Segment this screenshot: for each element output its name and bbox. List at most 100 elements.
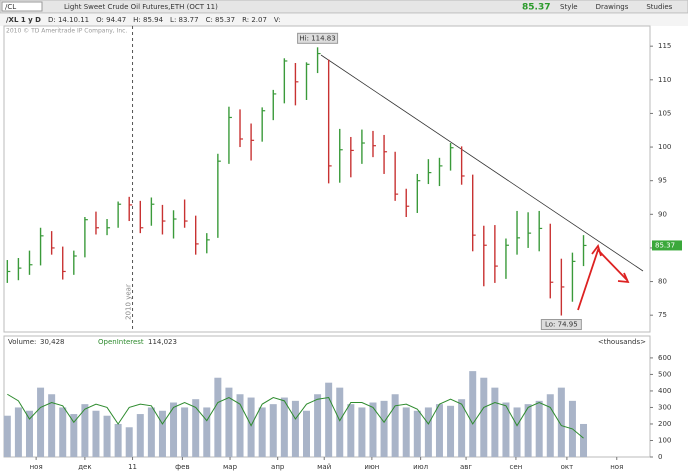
volume-bar <box>480 377 488 457</box>
last-price-label: 85.37 <box>655 241 675 249</box>
volume-bar <box>557 387 565 457</box>
toolbar-button[interactable]: Studies <box>646 3 672 11</box>
description: Light Sweet Crude Oil Futures,ETH (OCT 1… <box>64 3 218 11</box>
x-tick-label: сен <box>510 463 523 471</box>
annotation-box <box>297 32 339 44</box>
x-tick-label: апр <box>271 463 285 471</box>
y-tick-label: 100 <box>658 143 671 151</box>
y-tick-label: 75 <box>658 311 667 319</box>
x-tick-label: ноя <box>610 463 623 471</box>
volume-bar <box>214 377 222 457</box>
symbol: /CL <box>5 3 16 11</box>
symbol-box[interactable] <box>1 1 43 12</box>
legend-name: Volume: <box>8 338 36 346</box>
x-tick-label: мар <box>223 463 238 471</box>
volume-bar <box>458 399 466 457</box>
y-tick-label: 400 <box>658 387 671 395</box>
volume-bar <box>114 423 122 457</box>
volume-bar <box>125 427 133 457</box>
header-item: O: 94.47 <box>96 16 126 24</box>
volume-bar <box>147 407 155 457</box>
volume-bar <box>158 410 166 457</box>
x-tick-label: июл <box>413 463 428 471</box>
volume-bar <box>225 387 233 457</box>
header-bar <box>0 14 688 26</box>
volume-bar <box>369 402 377 457</box>
header-item: C: 85.37 <box>206 16 236 24</box>
x-tick-label: фев <box>175 463 189 471</box>
y-tick-label: 95 <box>658 177 667 185</box>
volume-bar <box>136 414 144 457</box>
volume-bar <box>424 407 432 457</box>
toolbar-button[interactable]: Style <box>560 3 578 11</box>
y-tick-label: 100 <box>658 436 671 444</box>
volume-bar <box>247 397 255 457</box>
units: <thousands> <box>598 338 646 346</box>
annotation: Hi: 114.83 <box>299 34 335 42</box>
x-tick-label: 11 <box>128 463 137 471</box>
x-tick-label: май <box>317 463 331 471</box>
volume-bar <box>81 404 89 457</box>
year-label: 2010 year <box>125 284 133 320</box>
volume-bar <box>269 404 277 457</box>
x-tick-label: ноя <box>30 463 43 471</box>
volume-bar <box>435 404 443 457</box>
volume-bar <box>170 402 178 457</box>
price-panel <box>3 25 651 333</box>
y-tick-label: 80 <box>658 278 667 286</box>
y-tick-label: 105 <box>658 109 671 117</box>
volume-bar <box>303 410 311 457</box>
volume-bar <box>580 423 588 457</box>
volume-bar <box>469 371 477 457</box>
volume-bar <box>513 407 521 457</box>
volume-bar <box>380 400 388 457</box>
annotation-box <box>540 319 582 331</box>
volume-bar <box>3 415 11 457</box>
last-price: 85.37 <box>522 3 550 13</box>
volume-bar <box>402 407 410 457</box>
toolbar <box>0 0 688 14</box>
volume-bar <box>25 410 33 457</box>
open-interest-line <box>7 393 584 439</box>
legend-value: 30,428 <box>40 338 65 346</box>
volume-bar <box>336 387 344 457</box>
volume-bar <box>37 387 45 457</box>
trend-line <box>320 54 644 272</box>
volume-bar <box>347 404 355 457</box>
volume-bar <box>181 407 189 457</box>
volume-bar <box>535 400 543 457</box>
volume-bar <box>502 402 510 457</box>
x-tick-label: окт <box>561 463 574 471</box>
arrows <box>577 244 630 311</box>
last-price-box <box>652 240 682 251</box>
header-item: D: 14.10.11 <box>48 16 89 24</box>
header-item: R: 2.07 <box>242 16 267 24</box>
legend-name: OpenInterest <box>98 338 144 346</box>
x-tick-label: дек <box>78 463 91 471</box>
volume-bar <box>358 407 366 457</box>
annotation: Lo: 74.95 <box>545 321 578 329</box>
volume-bar <box>258 407 266 457</box>
volume-bar <box>236 394 244 457</box>
volume-bar <box>48 394 56 457</box>
volume-bar <box>447 405 455 457</box>
y-tick-label: 500 <box>658 370 671 378</box>
header-item: /XL 1 y D <box>6 16 41 24</box>
y-tick-label: 115 <box>658 42 671 50</box>
volume-bar <box>325 382 333 457</box>
volume-bar <box>59 407 67 457</box>
y-tick-label: 300 <box>658 403 671 411</box>
volume-bar <box>192 399 200 457</box>
legend-value: 114,023 <box>148 338 177 346</box>
volume-bar <box>203 407 211 457</box>
toolbar-button[interactable]: Drawings <box>596 3 629 11</box>
header-item: H: 85.94 <box>133 16 163 24</box>
volume-bar <box>546 394 554 457</box>
volume-bar <box>280 397 288 457</box>
volume-bar <box>524 404 532 457</box>
volume-bar <box>92 410 100 457</box>
volume-bar <box>14 407 22 457</box>
y-tick-label: 200 <box>658 420 671 428</box>
